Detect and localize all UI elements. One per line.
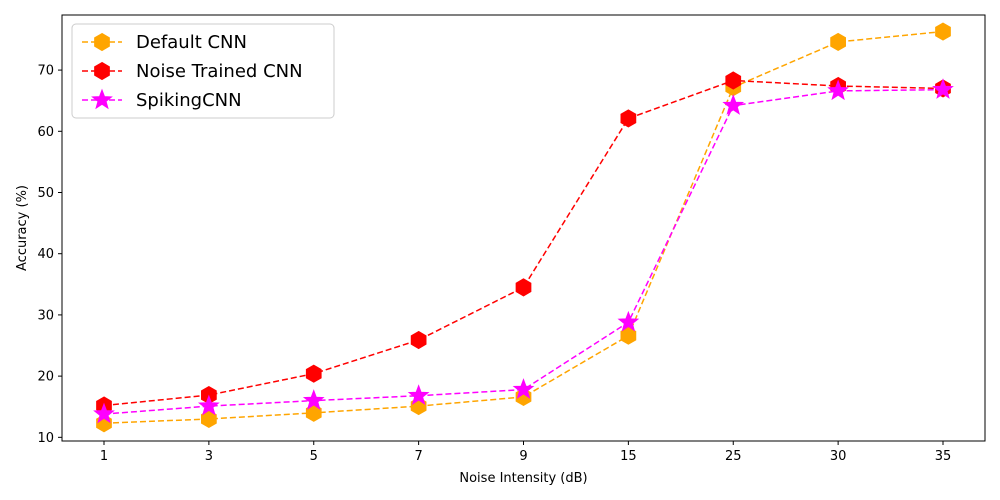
y-tick-label: 30 [37,308,54,323]
data-point [305,403,322,422]
x-tick-label: 15 [620,449,637,464]
chart-marks [93,22,954,433]
y-tick-label: 10 [37,431,54,446]
legend-marker [91,88,113,110]
data-point [830,32,846,52]
series-3 [93,78,954,424]
legend-label: SpikingCNN [136,90,242,111]
data-point [93,402,115,424]
data-point [932,78,954,99]
x-tick-label: 30 [830,449,847,464]
legend-marker [94,32,110,52]
data-point [305,364,322,383]
x-tick-label: 25 [725,449,742,464]
data-point [201,409,217,429]
data-point [407,384,430,405]
series-line [103,79,944,407]
legend-label: Default CNN [136,32,247,53]
series-line [103,30,944,424]
series-2 [96,71,951,415]
plot-frame [61,14,986,442]
x-tick-label: 7 [414,449,422,464]
data-point [827,79,849,101]
data-point [515,278,532,297]
legend-marker [94,61,110,81]
x-tick-label: 1 [100,449,108,464]
x-axis-label: Noise Intensity (dB) [459,471,587,486]
legend-item: Noise Trained CNN [82,61,303,82]
series-line [103,88,944,415]
legend-item: SpikingCNN [82,88,242,111]
y-tick-label: 50 [37,186,54,201]
x-tick-label: 9 [519,449,527,464]
data-point [722,94,745,115]
legend-item: Default CNN [82,32,247,53]
data-point [198,394,220,416]
data-point [620,326,637,345]
legend-frame [71,23,335,119]
data-point [302,389,325,410]
data-point [512,378,535,399]
x-tick-label: 35 [935,449,952,464]
legend: Default CNN Noise Trained CNN SpikingCNN [71,23,335,119]
legend-label: Noise Trained CNN [136,61,303,82]
data-point [620,109,637,128]
y-axis-label: Accuracy (%) [15,185,30,271]
data-point [410,330,427,350]
x-tick-label: 3 [205,449,213,464]
y-tick-label: 40 [37,247,54,262]
data-point [935,22,951,41]
data-point [617,310,640,332]
y-tick-label: 60 [37,125,54,140]
y-tick-label: 20 [37,370,54,385]
y-tick-label: 70 [37,64,54,79]
x-tick-label: 5 [310,449,318,464]
data-point [725,71,742,90]
